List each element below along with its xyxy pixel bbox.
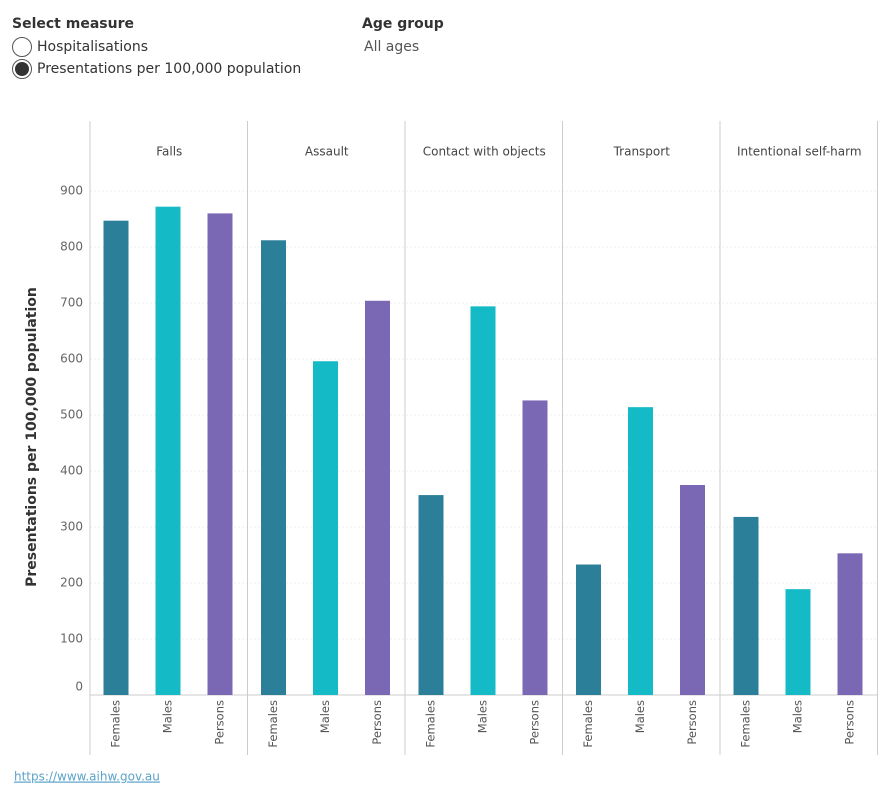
x-tick-label: Persons <box>685 700 699 745</box>
y-tick-label: 200 <box>60 576 83 590</box>
panel-title: Transport <box>613 145 671 159</box>
bar <box>785 589 811 695</box>
x-tick-label: Persons <box>213 700 227 745</box>
panel-title: Falls <box>156 145 182 159</box>
x-tick-label: Males <box>791 700 805 733</box>
bar <box>733 516 759 695</box>
age-group-value[interactable]: All ages <box>364 39 419 55</box>
y-tick-label: 700 <box>60 296 83 310</box>
y-axis-title: Presentations per 100,000 population <box>24 287 40 587</box>
x-tick-label: Females <box>739 700 753 748</box>
x-tick-label: Females <box>424 700 438 748</box>
bar <box>418 495 444 695</box>
x-tick-label: Males <box>633 700 647 733</box>
x-tick-label: Males <box>476 700 490 733</box>
radio-button[interactable] <box>12 37 32 57</box>
bar <box>628 407 653 695</box>
bar <box>837 553 863 695</box>
bar <box>522 400 548 695</box>
bar <box>365 300 390 695</box>
radio-option[interactable]: Hospitalisations <box>37 39 148 55</box>
radio-dot <box>15 62 29 76</box>
bar <box>155 206 181 695</box>
panel-title: Contact with objects <box>423 145 546 159</box>
x-tick-label: Males <box>318 700 332 733</box>
source-link[interactable]: https://www.aihw.gov.au <box>14 770 160 784</box>
x-tick-label: Females <box>109 700 123 748</box>
panel-title: Assault <box>305 145 349 159</box>
y-tick-label: 300 <box>60 520 83 534</box>
bar <box>680 485 705 695</box>
x-tick-label: Females <box>581 700 595 748</box>
measure-label: Select measure <box>12 16 134 32</box>
bar <box>103 220 129 695</box>
radio-option[interactable]: Presentations per 100,000 population <box>37 61 301 77</box>
y-tick-label: 600 <box>60 352 83 366</box>
y-tick-label: 500 <box>60 408 83 422</box>
y-tick-label: 800 <box>60 240 83 254</box>
y-tick-label: 900 <box>60 184 83 198</box>
bar <box>470 306 496 695</box>
y-tick-label: 100 <box>60 632 83 646</box>
panel-title: Intentional self-harm <box>737 145 862 159</box>
bar <box>207 213 233 695</box>
bar <box>261 240 286 695</box>
age-group-label: Age group <box>362 16 444 32</box>
x-tick-label: Persons <box>528 700 542 745</box>
x-tick-label: Persons <box>843 700 857 745</box>
x-tick-label: Persons <box>370 700 384 745</box>
y-tick-label: 400 <box>60 464 83 478</box>
y-tick-label: 0 <box>75 680 83 694</box>
bar <box>313 361 338 695</box>
x-tick-label: Females <box>266 700 280 748</box>
x-tick-label: Males <box>161 700 175 733</box>
bar <box>576 564 601 695</box>
